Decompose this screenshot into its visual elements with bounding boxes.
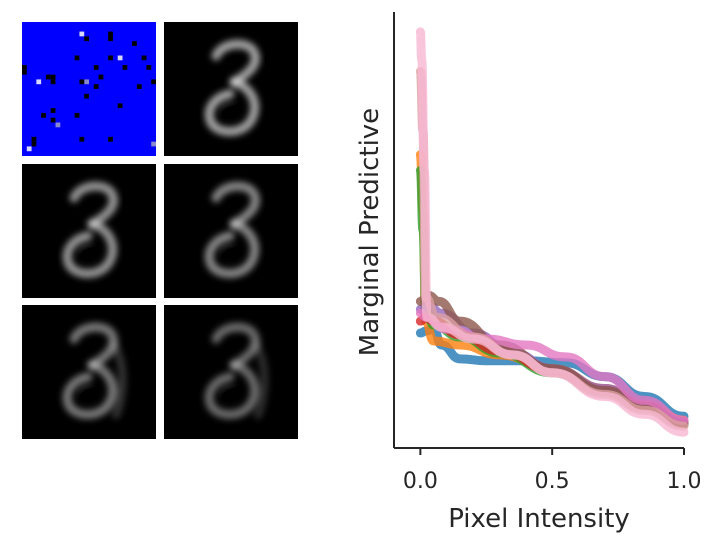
observed-pixel	[117, 55, 123, 61]
digit-eight-glyph	[204, 39, 260, 136]
observed-pixel	[151, 79, 156, 85]
reconstruction-panel	[164, 22, 298, 156]
masked-input-panel	[22, 22, 156, 156]
x-ticks: 0.0 0.5 1.0	[403, 448, 702, 494]
observed-pixel	[146, 65, 152, 70]
observed-pixel	[55, 122, 61, 128]
series-line-8	[415, 27, 689, 437]
observed-pixel	[50, 74, 56, 80]
observed-pixel	[50, 108, 56, 113]
series-line-2	[415, 166, 689, 429]
observed-pixel	[22, 65, 27, 70]
reconstruction-panel	[164, 305, 298, 439]
reconstruction-panel	[22, 164, 156, 298]
observed-pixel	[79, 136, 85, 142]
observed-pixel	[108, 31, 113, 37]
digit-eight-glyph	[204, 181, 260, 278]
digit-eight-glyph	[204, 322, 269, 419]
y-axis-label: Marginal Predictive	[355, 108, 385, 356]
observed-pixel	[136, 84, 142, 89]
x-tick-label: 0.5	[535, 469, 570, 494]
observed-pixel	[26, 146, 32, 152]
observed-pixel	[74, 112, 80, 118]
observed-pixel	[122, 65, 128, 70]
reconstruction-panel	[164, 164, 298, 298]
observed-pixel	[108, 136, 113, 142]
observed-pixel	[117, 103, 123, 109]
observed-pixel	[108, 36, 113, 42]
observed-pixel	[79, 31, 85, 37]
observed-pixel	[41, 112, 46, 118]
observed-pixel	[45, 74, 51, 80]
observed-pixel	[151, 141, 156, 147]
marginal-predictive-plot: 0.0 0.5 1.0 Pixel Intensity Marginal Predi…	[355, 12, 702, 534]
observed-pixel	[84, 36, 89, 42]
series-layer	[415, 27, 689, 437]
observed-pixel	[141, 55, 147, 61]
observed-pixel	[79, 79, 85, 85]
observed-pixel	[108, 55, 113, 61]
observed-pixel	[74, 55, 80, 61]
observed-pixel	[84, 79, 89, 85]
observed-pixel	[132, 41, 137, 46]
series-line-1	[415, 150, 689, 425]
observed-pixel	[22, 69, 27, 75]
observed-pixel	[31, 141, 37, 147]
observed-pixel	[93, 65, 99, 70]
digit-eight-glyph	[62, 181, 118, 278]
observed-pixel	[50, 79, 56, 85]
observed-pixel	[93, 84, 99, 89]
x-axis-label: Pixel Intensity	[448, 504, 630, 534]
observed-pixel	[84, 93, 89, 99]
observed-pixel	[31, 136, 37, 142]
digit-eight-glyph	[62, 322, 127, 419]
x-tick-label: 0.0	[403, 469, 438, 494]
reconstruction-panel	[22, 305, 156, 439]
observed-pixel	[50, 117, 56, 123]
x-tick-label: 1.0	[667, 469, 702, 494]
observed-pixel	[98, 74, 104, 80]
observed-pixel	[36, 79, 42, 85]
image-grid	[22, 22, 298, 439]
